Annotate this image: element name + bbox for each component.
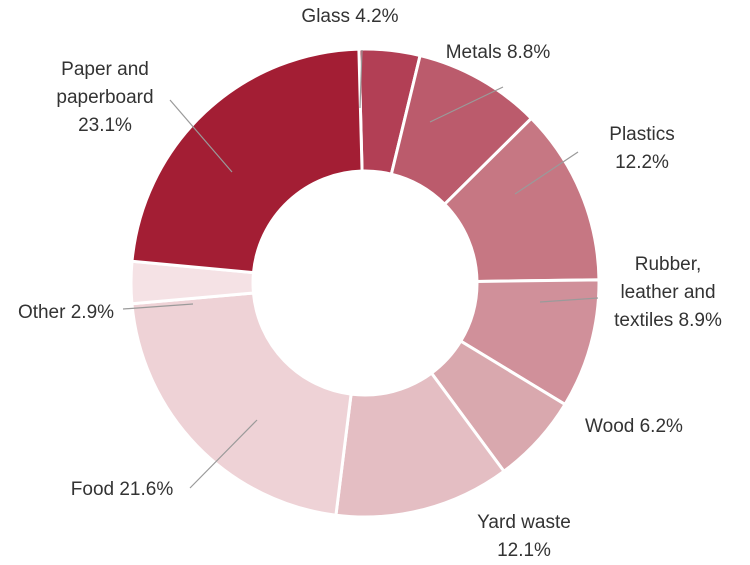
leader-line-plastics — [514, 151, 579, 195]
leader-line-glass — [359, 49, 363, 109]
slices-group — [129, 47, 601, 519]
label-line: 12.1% — [497, 540, 551, 561]
leader-line-paper-and-paperboard — [169, 99, 233, 173]
label-line: Paper and — [61, 59, 149, 80]
label-line: 12.2% — [615, 152, 669, 173]
label-other: Other 2.9% — [18, 302, 114, 323]
label-line: Other 2.9% — [18, 302, 114, 323]
label-glass: Glass 4.2% — [301, 6, 398, 27]
label-line: Plastics — [609, 124, 674, 145]
label-plastics: Plastics 12.2% — [609, 124, 674, 173]
label-food: Food 21.6% — [71, 479, 174, 500]
slice-food — [130, 291, 353, 517]
label-line: paperboard — [56, 87, 153, 108]
leader-line-other — [122, 303, 194, 310]
leader-line-rubber-leather-and-textiles — [539, 297, 599, 303]
slice-plastics — [442, 116, 601, 283]
slice-paper-and-paperboard — [130, 47, 364, 275]
leader-lines-group — [122, 49, 599, 489]
label-line: Wood 6.2% — [585, 416, 683, 437]
label-line: Glass 4.2% — [301, 6, 398, 27]
label-line: leather and — [620, 282, 715, 303]
label-line: Rubber, — [635, 254, 702, 275]
label-line: 23.1% — [78, 115, 132, 136]
label-yard-waste: Yard waste 12.1% — [477, 512, 571, 561]
label-metals: Metals 8.8% — [446, 42, 551, 63]
label-line: Food 21.6% — [71, 479, 174, 500]
labels-group: Glass 4.2% Metals 8.8% Plastics 12.2% Rubber… — [18, 6, 722, 561]
label-paper-and-paperboard: Paper and paperboard 23.1% — [56, 59, 153, 136]
label-line: textiles 8.9% — [614, 310, 722, 331]
label-line: Yard waste — [477, 512, 571, 533]
label-line: Metals 8.8% — [446, 42, 551, 63]
leader-line-food — [189, 419, 258, 489]
leader-line-metals — [429, 86, 504, 123]
label-rubber-leather-and-textiles: Rubber, leather and textiles 8.9% — [614, 254, 722, 331]
label-wood: Wood 6.2% — [585, 416, 683, 437]
